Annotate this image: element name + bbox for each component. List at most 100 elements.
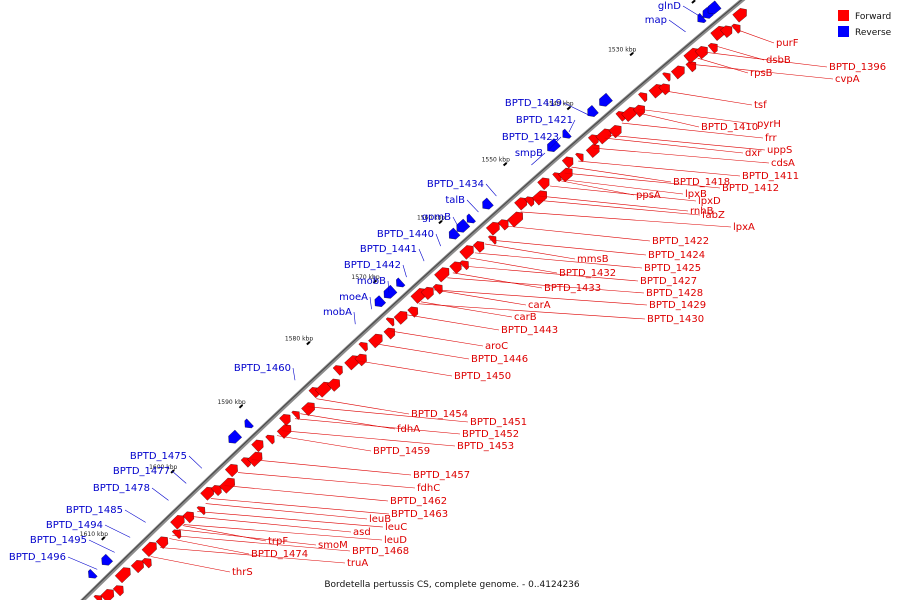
label-leader-line <box>151 487 169 501</box>
label-leader-line <box>682 5 703 19</box>
label-leader-line <box>634 111 700 128</box>
forward-gene-label: BPTD_1424 <box>648 250 705 261</box>
label-leader-line <box>150 556 231 573</box>
forward-gene-arrow <box>459 245 474 260</box>
label-leader-line <box>282 430 456 447</box>
reverse-gene-arrow <box>547 138 561 152</box>
forward-gene-label: BPTD_1432 <box>559 268 616 279</box>
forward-gene-label: lpxA <box>733 222 755 233</box>
forward-gene-label: BPTD_1429 <box>649 300 706 311</box>
label-leader-line <box>690 63 834 80</box>
forward-gene-label: cdsA <box>771 158 795 169</box>
forward-gene-label: carA <box>528 300 551 311</box>
forward-gene-arrow <box>608 125 622 139</box>
forward-gene-label: pyrH <box>757 119 781 130</box>
label-leader-line <box>504 225 651 242</box>
label-leader-line <box>389 330 484 347</box>
forward-gene-arrow <box>383 327 396 340</box>
label-leader-line <box>124 509 146 523</box>
label-leader-line <box>520 211 732 228</box>
forward-gene-arrow <box>393 311 408 325</box>
legend-label-reverse: Reverse <box>855 28 892 38</box>
tick-label: 1520 kbp <box>670 0 698 1</box>
backbone-line <box>76 0 746 605</box>
forward-gene-label: BPTD_1454 <box>411 409 468 420</box>
forward-gene-arrow <box>561 156 574 169</box>
forward-gene-arrow <box>196 506 206 516</box>
label-leader-line <box>435 233 441 247</box>
label-leader-line <box>171 470 187 484</box>
label-leader-line <box>447 277 645 294</box>
reverse-gene-arrow <box>587 105 599 117</box>
label-leader-line <box>418 248 425 262</box>
tick-label: 1530 kbp <box>608 46 636 53</box>
forward-gene-arrow <box>385 317 395 327</box>
forward-gene-label: carB <box>514 312 537 323</box>
kbp-ticks: 1520 kbp 1530 kbp 1540 kbp 1550 kbp 1560 kbp… <box>80 0 698 541</box>
label-leader-line <box>557 178 684 195</box>
forward-gene-label: BPTD_1418 <box>673 177 730 188</box>
tick-mark <box>691 0 696 4</box>
forward-gene-label: rnhB <box>690 206 714 217</box>
forward-gene-arrow <box>420 286 434 300</box>
forward-gene-arrow <box>658 83 670 96</box>
reverse-gene-arrow <box>456 218 471 233</box>
reverse-gene-label: BPTD_1496 <box>9 552 66 563</box>
label-leader-line <box>460 265 639 282</box>
tick-label: 1580 kbp <box>285 336 313 343</box>
tick-mark <box>502 162 508 167</box>
legend-swatch-reverse <box>838 26 849 37</box>
forward-gene-arrow <box>279 414 291 426</box>
forward-gene-arrow <box>694 46 708 60</box>
genome-backbone <box>76 0 746 605</box>
label-leader-line <box>608 134 766 151</box>
label-leader-line <box>205 503 368 520</box>
forward-gene-label: fdhA <box>397 424 420 435</box>
legend: Forward Reverse <box>838 10 892 38</box>
reverse-gene-label: BPTD_1475 <box>130 451 187 462</box>
forward-gene-label: leuB <box>369 514 391 525</box>
forward-gene-label: uppS <box>767 145 792 156</box>
forward-gene-arrow <box>171 529 182 540</box>
label-leader-line <box>571 166 672 183</box>
label-leader-line <box>621 122 764 139</box>
page-title: Bordetella pertussis CS, complete genome… <box>324 580 580 590</box>
forward-gene-arrow <box>587 134 599 146</box>
label-leader-line <box>469 257 558 274</box>
reverse-gene-label: BPTD_1440 <box>377 229 434 240</box>
forward-gene-arrow <box>685 61 697 73</box>
label-leader-line <box>276 435 372 452</box>
gene-features <box>88 0 747 604</box>
forward-gene-label: BPTD_1430 <box>647 314 704 325</box>
forward-gene-label: BPTD_1463 <box>391 509 448 520</box>
label-leader-line <box>704 51 828 68</box>
label-leader-line <box>563 102 589 116</box>
reverse-gene-label: map <box>645 15 667 26</box>
forward-gene-label: truA <box>347 558 368 569</box>
forward-gene-label: BPTD_1425 <box>644 263 701 274</box>
forward-gene-label: lpxD <box>698 196 721 207</box>
reverse-gene-label: mobA <box>323 307 352 318</box>
forward-gene-label: smoM <box>318 540 348 551</box>
forward-gene-label: BPTD_1468 <box>352 546 409 557</box>
forward-gene-arrow <box>224 464 238 478</box>
forward-gene-label: mmsB <box>577 254 609 265</box>
forward-gene-label: BPTD_1453 <box>457 441 514 452</box>
tick-label: 1540 kbp <box>545 101 573 108</box>
forward-gene-arrow <box>472 241 485 253</box>
label-leader-line <box>434 289 527 306</box>
label-leader-line <box>420 301 513 318</box>
forward-gene-label: purF <box>776 38 799 49</box>
forward-gene-label: BPTD_1451 <box>470 417 527 428</box>
reverse-gene-label: BPTD_1442 <box>344 260 401 271</box>
label-leader-line <box>534 199 701 216</box>
forward-gene-arrow <box>358 342 368 352</box>
forward-gene-arrow <box>531 190 547 206</box>
reverse-gene-label: BPTD_1434 <box>427 179 484 190</box>
label-leader-line <box>251 459 412 476</box>
forward-gene-label: BPTD_1410 <box>701 122 758 133</box>
reverse-gene-arrow <box>697 13 707 23</box>
forward-gene-arrow <box>114 567 131 584</box>
reverse-gene-label: glnD <box>658 1 681 12</box>
reverse-gene-arrow <box>88 568 98 579</box>
